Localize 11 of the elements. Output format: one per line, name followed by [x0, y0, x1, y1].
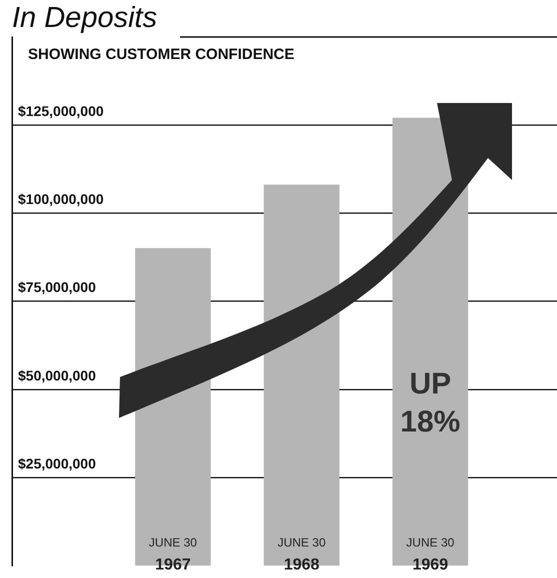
chart-title: In Deposits: [12, 2, 158, 35]
y-tick-label: $125,000,000: [18, 102, 104, 119]
annotation: UP 18%: [400, 367, 460, 438]
x-tick-label: JUNE 30 1967: [148, 535, 198, 574]
x-tick-label: JUNE 30 1969: [406, 535, 455, 574]
text: SHOWING CUSTOMER CONFIDENCE: [28, 46, 294, 63]
y-tick-label: $100,000,000: [18, 191, 104, 208]
y-tick-label: $50,000,000: [18, 367, 96, 384]
x-tick-label: JUNE 30 1968: [278, 535, 326, 574]
y-tick-label: $75,000,000: [18, 279, 96, 296]
y-tick-label: $25,000,000: [18, 455, 96, 472]
